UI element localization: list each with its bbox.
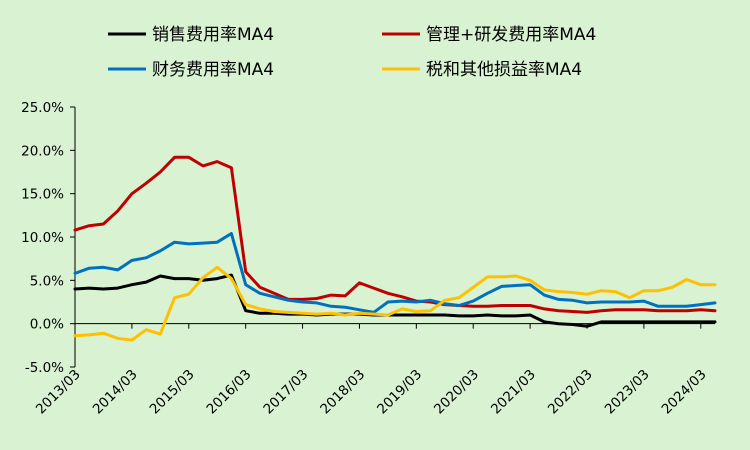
y-tick-label: 0.0% — [30, 317, 64, 333]
axes: -5.0%0.0%5.0%10.0%15.0%20.0%25.0%2013/03… — [21, 100, 715, 417]
legend: 销售费用率MA4 管理+研发费用率MA4 财务费用率MA4 税和其他损益率MA4 — [108, 25, 596, 80]
series-line-4 — [73, 265, 717, 342]
x-tick-label: 2020/03 — [431, 367, 482, 418]
x-tick-label: 2015/03 — [147, 367, 198, 418]
x-tick-label: 2021/03 — [488, 367, 539, 418]
legend-label: 财务费用率MA4 — [152, 60, 274, 80]
legend-label: 管理+研发费用率MA4 — [426, 25, 596, 45]
y-tick-label: 25.0% — [21, 100, 64, 116]
series-line-3 — [73, 232, 717, 314]
series-line-1 — [73, 273, 717, 328]
series-line-2 — [73, 155, 717, 314]
series-lines — [73, 155, 717, 342]
legend-label: 销售费用率MA4 — [152, 25, 274, 45]
x-tick-label: 2023/03 — [602, 367, 653, 418]
y-tick-label: 5.0% — [30, 273, 64, 289]
x-tick-label: 2022/03 — [545, 367, 596, 418]
x-tick-label: 2018/03 — [317, 367, 368, 418]
y-tick-label: -5.0% — [25, 360, 64, 376]
y-tick-label: 15.0% — [21, 187, 64, 203]
legend-label: 税和其他损益率MA4 — [426, 60, 582, 80]
x-tick-label: 2016/03 — [204, 367, 255, 418]
y-tick-label: 10.0% — [21, 230, 64, 246]
y-tick-label: 20.0% — [21, 143, 64, 159]
x-tick-label: 2017/03 — [260, 367, 311, 418]
x-tick-label: 2014/03 — [90, 367, 141, 418]
x-tick-label: 2019/03 — [374, 367, 425, 418]
x-tick-label: 2024/03 — [659, 367, 710, 418]
